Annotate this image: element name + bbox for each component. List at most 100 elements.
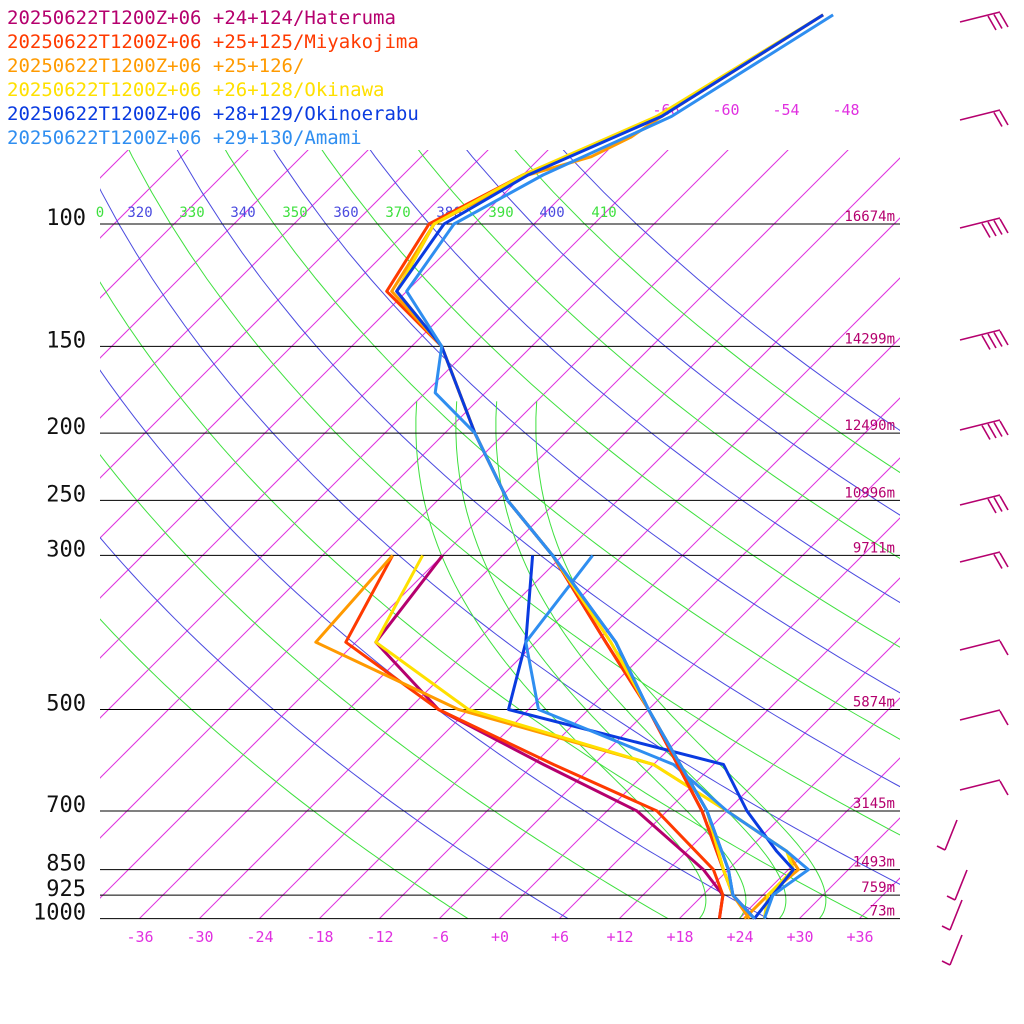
height-label: 5874m (853, 695, 895, 711)
legend-entry: 20250622T1200Z+06 +29+130/Amami (7, 127, 362, 149)
barb-flag (987, 333, 997, 349)
pressure-label: 850 (46, 852, 86, 877)
barb-flag (981, 335, 991, 350)
theta-label: 330 (179, 205, 204, 221)
barb-flag (993, 220, 1003, 235)
barb-flag (999, 780, 1009, 796)
height-label: 73m (870, 904, 895, 920)
wind-barb (959, 11, 1009, 31)
dry-adiabat (100, 536, 569, 920)
barb-flag (999, 640, 1009, 656)
wind-barbs (936, 11, 1009, 966)
barb-flag (981, 223, 991, 238)
isotherm (379, 397, 900, 919)
theta-label: 370 (385, 205, 410, 221)
barb-shaft (959, 709, 1001, 721)
dry-adiabat (100, 188, 900, 885)
height-label: 9711m (853, 540, 895, 556)
temperature-tick-label: +6 (551, 928, 569, 946)
barb-shaft (959, 11, 1001, 23)
barb-flag (987, 15, 997, 31)
isotherm (100, 150, 549, 599)
height-label: 14299m (844, 331, 895, 347)
isotherm (619, 637, 900, 919)
temperature-line (395, 13, 824, 920)
temperature-tick-label: -30 (186, 928, 213, 946)
pressure-label: 700 (46, 793, 86, 818)
isotherm (499, 517, 900, 919)
dry-adiabat (224, 150, 900, 740)
barb-flag (987, 423, 997, 439)
upper-temperature-label: -54 (772, 101, 799, 119)
wind-barb (941, 899, 963, 931)
theta-label: 400 (539, 205, 564, 221)
temperature-tick-label: -6 (431, 928, 449, 946)
barb-flag (993, 497, 1003, 512)
barb-flag (999, 552, 1009, 568)
barb-shaft (959, 639, 1001, 651)
isotherm (319, 337, 900, 919)
moist-adiabat (535, 401, 827, 919)
barb-flag (987, 221, 997, 237)
pressure-label: 100 (46, 206, 86, 231)
barb-flag (999, 495, 1009, 511)
isotherm (679, 697, 900, 919)
dewpoint-line (507, 555, 795, 920)
barb-flag (987, 498, 997, 514)
legend-entry: 20250622T1200Z+06 +25+126/ (7, 55, 304, 77)
wind-barb (959, 329, 1009, 350)
dry-adiabat (321, 150, 900, 648)
isotherm (100, 150, 309, 359)
dry-adiabat (514, 150, 900, 474)
height-label: 759m (861, 880, 895, 896)
temperature-tick-label: +12 (606, 928, 633, 946)
barb-flag (993, 332, 1003, 347)
isotherm (100, 150, 249, 299)
dewpoint-line (524, 554, 810, 920)
dry-adiabat (100, 281, 869, 920)
barb-flag (941, 960, 951, 966)
isotherm (100, 150, 729, 779)
dry-adiabat (273, 150, 900, 694)
isotherm (739, 757, 900, 919)
isotherm (559, 577, 900, 919)
legend-entry: 20250622T1200Z+06 +25+125/Miyakojima (7, 31, 419, 53)
pressure-label: 500 (46, 692, 86, 717)
height-label: 12490m (844, 418, 895, 434)
isotherm (259, 277, 900, 919)
dry-adiabat (100, 618, 469, 920)
legend-entry: 20250622T1200Z+06 +24+124/Hateruma (7, 7, 396, 29)
barb-flag (993, 554, 1003, 569)
moist-adiabat (455, 401, 747, 919)
barb-shaft (959, 551, 1001, 563)
barb-flag (999, 12, 1009, 28)
isotherm (100, 150, 189, 239)
legend-entry: 20250622T1200Z+06 +28+129/Okinoerabu (7, 103, 419, 125)
barb-shaft (949, 934, 963, 966)
temperature-tick-label: -18 (306, 928, 333, 946)
dry-adiabat (562, 150, 900, 432)
temperature-tick-label: +24 (726, 928, 753, 946)
barb-shaft (959, 109, 1001, 121)
dry-adiabat (417, 150, 900, 560)
isotherm (100, 150, 489, 539)
pressure-label: 150 (46, 328, 86, 353)
barb-flag (999, 330, 1009, 346)
theta-label: 320 (127, 205, 152, 221)
barb-flag (981, 425, 991, 440)
wind-barb (959, 639, 1009, 656)
dry-adiabat (100, 453, 669, 920)
height-label: 3145m (853, 796, 895, 812)
pressure-label: 250 (46, 482, 86, 507)
dry-adiabat (100, 369, 769, 920)
barb-shaft (954, 869, 968, 901)
isotherm (139, 157, 900, 919)
theta-label: 410 (591, 205, 616, 221)
barb-shaft (959, 494, 1001, 506)
pressure-label: 300 (46, 537, 86, 562)
pressure-label: 925 (46, 877, 86, 902)
temperature-tick-label: +18 (666, 928, 693, 946)
dewpoint-line (344, 554, 725, 919)
temperature-line (405, 13, 834, 920)
